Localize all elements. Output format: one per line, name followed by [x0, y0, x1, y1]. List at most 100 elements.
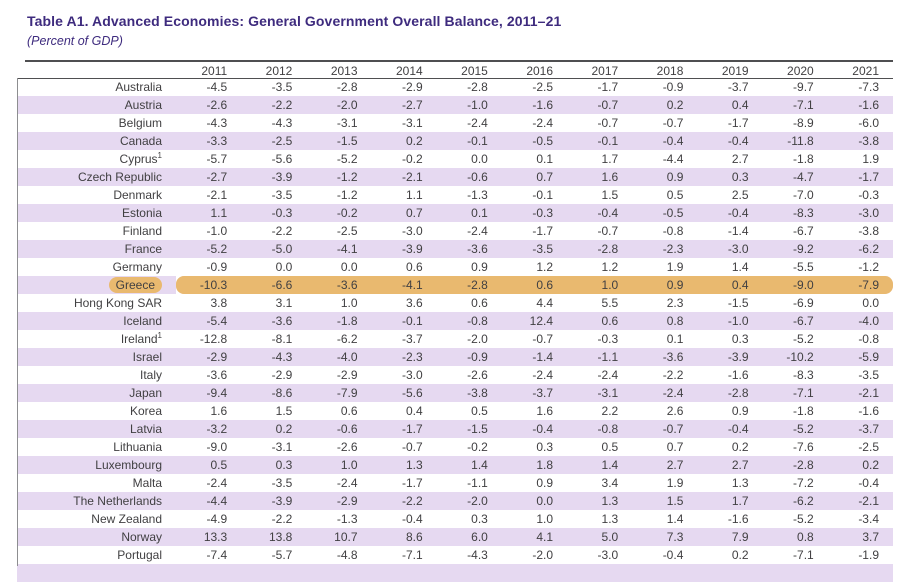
value-cell: -2.6: [467, 368, 488, 382]
value-cell: -1.0: [727, 314, 749, 328]
value-cell: 0.7: [536, 170, 554, 184]
table-row: Czech Republic -2.7 -3.9 -1.2 -2.1 -0.6 0.7 1.6…: [17, 168, 893, 186]
value-cell: -7.1: [402, 548, 423, 562]
value-cell: 5.0: [601, 530, 619, 544]
value-cell: 2.3: [666, 296, 684, 310]
value-cell: -7.2: [793, 476, 814, 490]
year-column-header: 2012: [265, 63, 293, 78]
value-cell: -0.2: [336, 206, 358, 220]
value-cell: -0.9: [662, 80, 684, 95]
value-cell: -2.4: [597, 368, 619, 382]
value-cell: -12.8: [199, 332, 228, 346]
value-cell: -1.6: [727, 512, 749, 526]
value-cell: -2.5: [532, 80, 554, 95]
value-cell: -6.0: [858, 116, 879, 130]
value-cell: -3.8: [858, 134, 879, 148]
value-cell: -0.2: [467, 440, 488, 454]
value-cell: -1.5: [467, 422, 488, 436]
value-cell: -4.3: [271, 350, 293, 364]
value-cell: 1.9: [666, 476, 684, 490]
country-name-cell: Luxembourg: [17, 456, 176, 474]
value-cell: -5.7: [206, 152, 228, 166]
year-column-header: 2019: [721, 63, 749, 78]
value-cell: -6.6: [241, 276, 307, 294]
value-cell: -4.4: [662, 152, 684, 166]
value-cell: -3.2: [206, 422, 228, 436]
table-row: Portugal -7.4 -5.7 -4.8 -7.1 -4.3 -2.0 -3.0 -0.4…: [17, 546, 893, 564]
year-column-header: 2014: [395, 63, 423, 78]
value-cell: 1.3: [601, 494, 619, 508]
value-cell: -2.5: [858, 440, 879, 454]
value-cell: -1.7: [532, 224, 554, 238]
value-cell: -0.4: [727, 206, 749, 220]
value-cell: -0.4: [858, 476, 879, 490]
country-name-cell: Germany: [17, 258, 176, 276]
year-column-header: 2021: [852, 63, 879, 78]
table-row-partial: [17, 564, 893, 582]
value-cell: 0.5: [666, 188, 684, 202]
value-cell: -2.9: [336, 368, 358, 382]
year-column-header: 2020: [787, 63, 814, 78]
value-cell: 7.3: [666, 530, 684, 544]
table-row: Latvia -3.2 0.2 -0.6 -1.7 -1.5 -0.4 -0.8 -0.7 -0.…: [17, 420, 893, 438]
value-cell: -3.1: [336, 116, 358, 130]
value-cell: -5.9: [858, 350, 879, 364]
table-row: Ireland1 -12.8 -8.1 -6.2 -3.7 -2.0 -0.7 -0.3 0.1…: [17, 330, 893, 348]
value-cell: -1.1: [597, 350, 619, 364]
value-cell: 1.7: [731, 494, 749, 508]
value-cell: -2.2: [271, 512, 293, 526]
country-name: Hong Kong SAR: [73, 296, 162, 310]
value-cell: 1.3: [406, 458, 423, 472]
country-name: Israel: [132, 350, 162, 364]
value-cell: 0.9: [632, 276, 698, 294]
value-cell: -7.1: [793, 548, 814, 562]
value-cell: -1.8: [793, 152, 814, 166]
country-name-cell: The Netherlands: [17, 492, 176, 510]
country-name-cell: Canada: [17, 132, 176, 150]
value-cell: -9.7: [793, 80, 814, 95]
table-row: Malta -2.4 -3.5 -2.4 -1.7 -1.1 0.9 3.4 1.9 1.3 -7.…: [17, 474, 893, 492]
country-name: Ireland: [120, 332, 158, 346]
value-cell: -0.7: [532, 332, 554, 346]
value-cell: -6.7: [793, 314, 814, 328]
value-cell: -2.9: [271, 368, 293, 382]
value-cell: -2.8: [336, 80, 358, 95]
country-name-cell: Korea: [17, 402, 176, 420]
value-cell: -1.4: [532, 350, 554, 364]
value-cell: 0.5: [601, 440, 619, 454]
value-cell: -5.2: [206, 242, 228, 256]
value-cell: -3.9: [271, 494, 293, 508]
country-name: Korea: [129, 404, 162, 418]
table-row: Luxembourg 0.5 0.3 1.0 1.3 1.4 1.8 1.4 2.7 2.7 -2.…: [17, 456, 893, 474]
country-name-cell: Israel: [17, 348, 176, 366]
value-cell: -2.2: [271, 224, 293, 238]
value-cell: -1.3: [467, 188, 488, 202]
value-cell: -1.6: [532, 98, 554, 112]
value-cell: -3.5: [271, 188, 293, 202]
value-cell: 0.3: [731, 170, 749, 184]
value-cell: 3.7: [862, 530, 879, 544]
value-cell: 1.9: [666, 260, 684, 274]
value-cell: 12.4: [529, 314, 554, 328]
country-name: Australia: [115, 80, 162, 95]
value-cell: -10.2: [786, 350, 814, 364]
value-cell: -4.3: [206, 116, 228, 130]
value-cell: -0.5: [532, 134, 554, 148]
country-name: Portugal: [117, 548, 162, 562]
value-cell: 0.6: [406, 260, 423, 274]
value-cell: -2.1: [206, 188, 228, 202]
value-cell: 0.0: [471, 152, 488, 166]
value-cell: -1.5: [336, 134, 358, 148]
value-cell: -0.4: [727, 134, 749, 148]
table-row: Hong Kong SAR 3.8 3.1 1.0 3.6 0.6 4.4 5.5 2.3 -1.…: [17, 294, 893, 312]
value-cell: -0.6: [336, 422, 358, 436]
value-cell: -3.8: [858, 224, 879, 238]
country-name-cell: Greece: [17, 276, 176, 294]
value-cell: -6.2: [793, 494, 814, 508]
value-cell: 3.8: [210, 296, 228, 310]
value-cell: -10.3: [176, 276, 242, 294]
value-cell: -2.4: [336, 476, 358, 490]
value-cell: -2.3: [662, 242, 684, 256]
value-cell: 0.0: [340, 260, 358, 274]
value-cell: -0.4: [727, 422, 749, 436]
